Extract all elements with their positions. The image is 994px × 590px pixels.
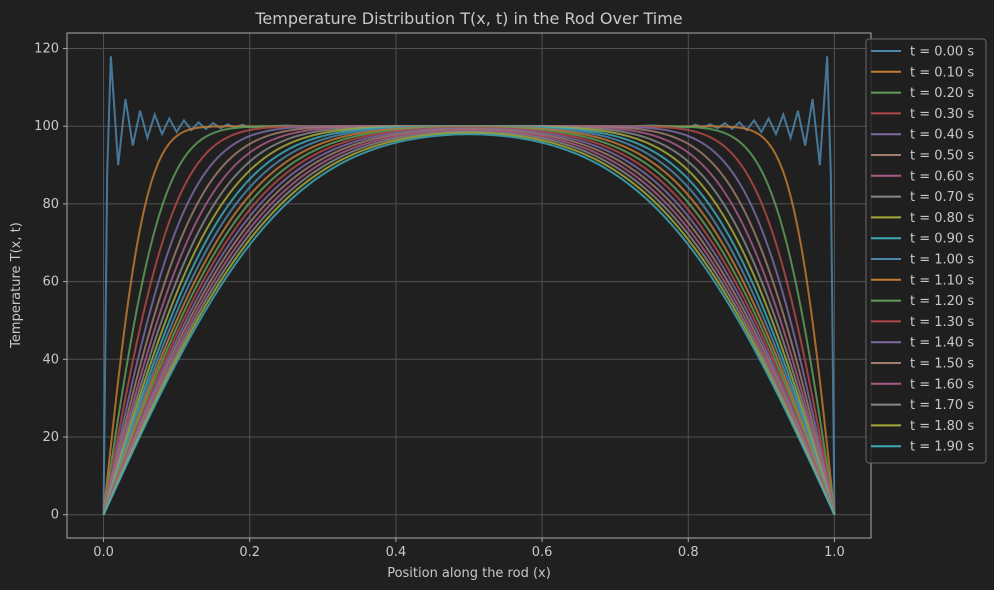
legend-label: t = 0.80 s [910,211,974,226]
y-tick-label: 40 [42,352,59,367]
legend-box [865,38,987,464]
legend-label: t = 1.60 s [910,377,974,392]
legend-label: t = 0.50 s [910,149,974,164]
legend-label: t = 0.00 s [910,45,974,60]
series-line-15 [102,128,836,516]
legend-label: t = 1.50 s [910,357,974,372]
x-axis-title: Position along the rod (x) [387,566,551,581]
y-tick-label: 20 [42,430,59,445]
y-tick-label: 60 [42,275,59,290]
legend-label: t = 0.20 s [910,86,974,101]
x-tick-label: 0.8 [678,545,699,560]
legend-label: t = 1.30 s [910,315,974,330]
series-line-16 [102,129,836,516]
legend-label: t = 0.60 s [910,169,974,184]
series-line-18 [102,131,836,516]
legend-label: t = 1.10 s [910,273,974,288]
x-tick-label: 0.6 [532,545,553,560]
legend-label: t = 0.30 s [910,107,974,122]
series-lines [102,56,836,516]
y-tick-label: 100 [34,119,59,134]
x-tick-label: 1.0 [824,545,845,560]
legend-label: t = 1.20 s [910,294,974,309]
legend-label: t = 1.90 s [910,440,974,455]
x-tick-label: 0.0 [93,545,114,560]
legend-label: t = 1.40 s [910,336,974,351]
legend-label: t = 0.90 s [910,232,974,247]
chart-title: Temperature Distribution T(x, t) in the … [254,9,682,28]
legend-label: t = 0.10 s [910,65,974,80]
x-tick-label: 0.2 [239,545,260,560]
legend-label: t = 1.00 s [910,253,974,268]
series-line-17 [102,130,836,516]
legend: t = 0.00 s t = 0.10 s t = 0.20 s t = 0.30 s… [865,38,987,464]
grid [67,33,871,538]
legend-label: t = 0.70 s [910,190,974,205]
x-tick-label: 0.4 [386,545,407,560]
legend-label: t = 1.70 s [910,398,974,413]
legend-label: t = 1.80 s [910,419,974,434]
y-tick-label: 80 [42,197,59,212]
legend-label: t = 0.40 s [910,128,974,143]
y-tick-label: 0 [51,508,59,523]
axis-ticks: 0.0 0.2 0.4 0.6 0.8 1.0 0 20 40 60 80 100 120 [34,42,845,560]
series-line-19 [102,133,836,516]
y-tick-label: 120 [34,42,59,57]
y-axis-title: Temperature T(x, t) [9,222,24,349]
